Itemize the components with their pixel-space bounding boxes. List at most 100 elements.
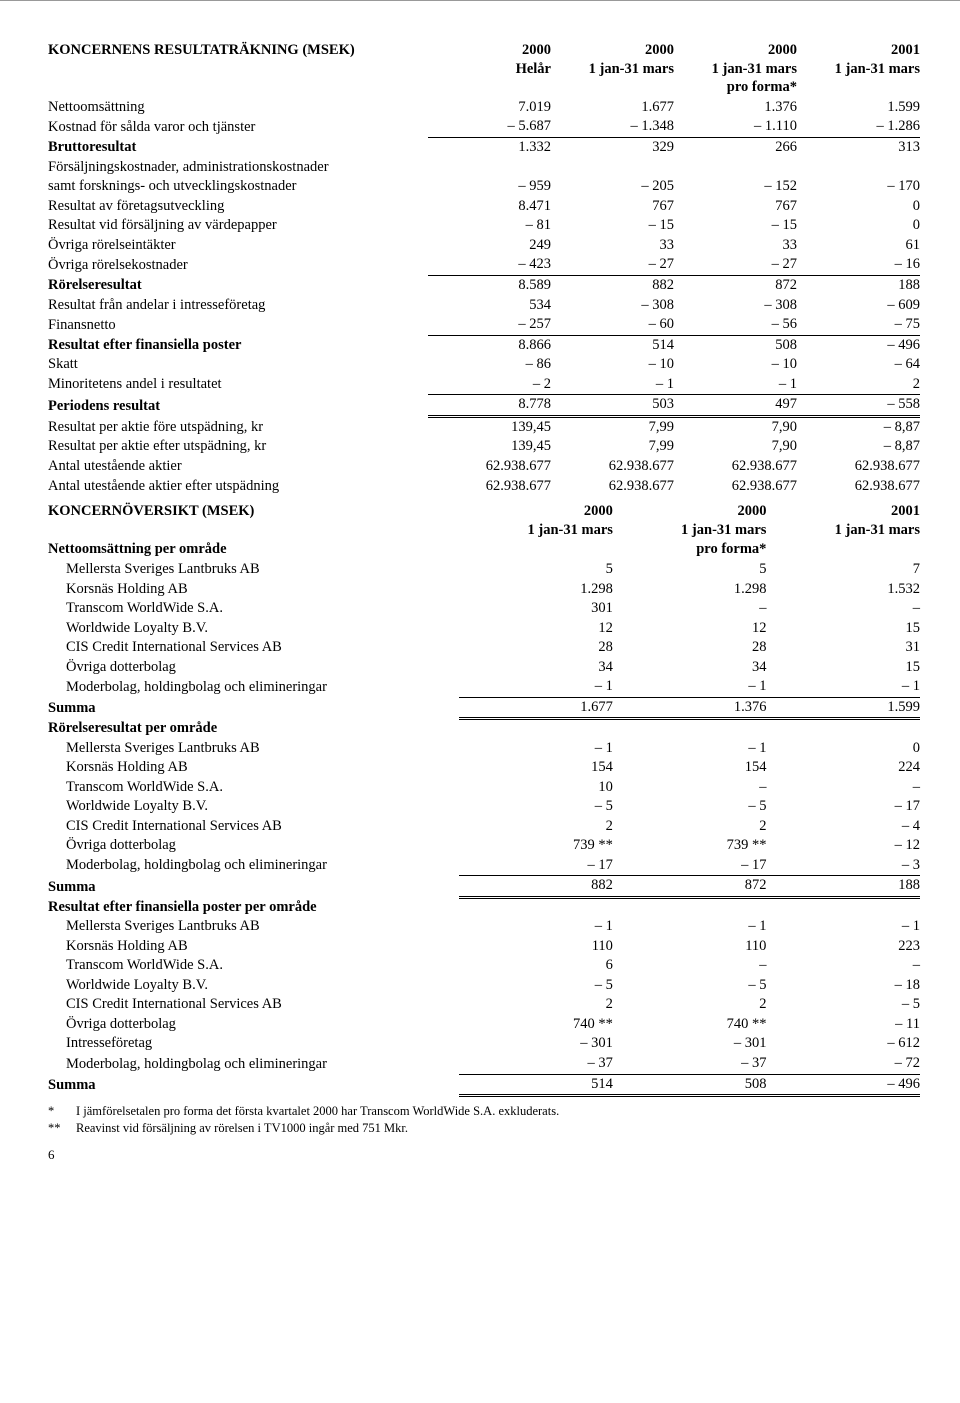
cell-value: – 1 (613, 917, 767, 937)
row-label: Mellersta Sveriges Lantbruks AB (48, 917, 459, 937)
cell-value: – 1 (459, 677, 613, 697)
row-label: Worldwide Loyalty B.V. (48, 976, 459, 996)
cell-value: – (613, 778, 767, 798)
cell-value: – 308 (551, 296, 674, 316)
cell-value: – 10 (551, 355, 674, 375)
cell-value: – 27 (674, 255, 797, 275)
cell-value: – 17 (613, 856, 767, 876)
cell-value: – 17 (766, 797, 920, 817)
table-row: Worldwide Loyalty B.V.– 5– 5– 18 (48, 976, 920, 996)
cell-value: 739 ** (459, 836, 613, 856)
table-row: CIS Credit International Services AB2828… (48, 638, 920, 658)
row-label: Summa (48, 697, 459, 719)
cell-value: 7,90 (674, 437, 797, 457)
table-row: Kostnad för sålda varor och tjänster– 5.… (48, 117, 920, 137)
cell-value: 223 (766, 937, 920, 957)
cell-value: 12 (613, 619, 767, 639)
cell-value: 313 (797, 138, 920, 158)
table-row: Transcom WorldWide S.A.301–– (48, 599, 920, 619)
table-row: Finansnetto– 257– 60– 56– 75 (48, 315, 920, 335)
row-label: Korsnäs Holding AB (48, 580, 459, 600)
sum-row: Summa882872188 (48, 876, 920, 898)
table-row: Resultat vid försäljning av värdepapper–… (48, 216, 920, 236)
cell-value: 62.938.677 (428, 457, 551, 477)
cell-value: 534 (428, 296, 551, 316)
cell-value: – 609 (797, 296, 920, 316)
cell-value: 33 (674, 236, 797, 256)
cell-value: – 152 (674, 177, 797, 197)
cell-value: – 1 (613, 739, 767, 759)
cell-value: 28 (459, 638, 613, 658)
cell-value: 301 (459, 599, 613, 619)
cell-value: – 205 (551, 177, 674, 197)
table-row: CIS Credit International Services AB22– … (48, 995, 920, 1015)
table-row: Intresseföretag– 301– 301– 612 (48, 1034, 920, 1054)
cell-value: 508 (613, 1074, 767, 1096)
cell-value: – 64 (797, 355, 920, 375)
row-label: Antal utestående aktier (48, 457, 428, 477)
table-row: Övriga dotterbolag343415 (48, 658, 920, 678)
cell-value: – 257 (428, 315, 551, 335)
t1-h-c3b: 1 jan-31 mars (674, 61, 797, 80)
cell-value: – 959 (428, 177, 551, 197)
table-row: Periodens resultat8.778503497– 558 (48, 395, 920, 417)
cell-value: – 1 (674, 375, 797, 395)
cell-value: 882 (459, 876, 613, 898)
cell-value (551, 158, 674, 178)
cell-value: 1.376 (674, 98, 797, 118)
t2-h-c2b: 1 jan-31 mars (613, 522, 767, 541)
t1-h-c4b: 1 jan-31 mars (797, 61, 920, 80)
cell-value: – 18 (766, 976, 920, 996)
cell-value: – 301 (459, 1034, 613, 1054)
cell-value: 1.532 (766, 580, 920, 600)
row-label: Resultat vid försäljning av värdepapper (48, 216, 428, 236)
row-label: Summa (48, 876, 459, 898)
cell-value: 7,90 (674, 416, 797, 437)
cell-value: 7,99 (551, 437, 674, 457)
cell-value: 740 ** (459, 1015, 613, 1035)
table-row: Mellersta Sveriges Lantbruks AB– 1– 1– 1 (48, 917, 920, 937)
row-label: Resultat av företagsutveckling (48, 197, 428, 217)
cell-value: 1.677 (551, 98, 674, 118)
row-label: Transcom WorldWide S.A. (48, 956, 459, 976)
section-heading: Nettoomsättning per område (48, 540, 459, 560)
cell-value (797, 158, 920, 178)
row-label: Resultat per aktie före utspädning, kr (48, 416, 428, 437)
table-row: Antal utestående aktier62.938.67762.938.… (48, 457, 920, 477)
cell-value: 1.298 (459, 580, 613, 600)
cell-value: 188 (766, 876, 920, 898)
cell-value: – 301 (613, 1034, 767, 1054)
table-row: Moderbolag, holdingbolag och eliminering… (48, 1054, 920, 1074)
cell-value: – 27 (551, 255, 674, 275)
cell-value: 1.599 (797, 98, 920, 118)
cell-value: – 60 (551, 315, 674, 335)
cell-value: 224 (766, 758, 920, 778)
row-label: Skatt (48, 355, 428, 375)
cell-value: 329 (551, 138, 674, 158)
row-label: Korsnäs Holding AB (48, 758, 459, 778)
cell-value: 2 (459, 817, 613, 837)
cell-value: – 4 (766, 817, 920, 837)
table-row: Mellersta Sveriges Lantbruks AB– 1– 10 (48, 739, 920, 759)
footnotes: *I jämförelsetalen pro forma det första … (48, 1103, 920, 1137)
table-row: Rörelseresultat8.589882872188 (48, 275, 920, 295)
cell-value: 0 (797, 197, 920, 217)
table-row: Resultat från andelar i intresseföretag5… (48, 296, 920, 316)
cell-value: – 10 (674, 355, 797, 375)
footnote-text: I jämförelsetalen pro forma det första k… (76, 1103, 920, 1120)
row-label: Bruttoresultat (48, 138, 428, 158)
cell-value: – 1 (766, 917, 920, 937)
table1-title: KONCERNENS RESULTATRÄKNING (MSEK) (48, 41, 428, 61)
table-row: Worldwide Loyalty B.V.– 5– 5– 17 (48, 797, 920, 817)
cell-value: 497 (674, 395, 797, 417)
table-row: Övriga dotterbolag739 **739 **– 12 (48, 836, 920, 856)
cell-value: 882 (551, 275, 674, 295)
table-row: Resultat per aktie efter utspädning, kr1… (48, 437, 920, 457)
cell-value: 8.866 (428, 335, 551, 355)
footnote-mark: * (48, 1103, 76, 1120)
t1-h-c2a: 2000 (551, 41, 674, 61)
table-row: Transcom WorldWide S.A.10–– (48, 778, 920, 798)
cell-value: 31 (766, 638, 920, 658)
cell-value (428, 158, 551, 178)
t2-h-c2c: pro forma* (613, 540, 767, 560)
